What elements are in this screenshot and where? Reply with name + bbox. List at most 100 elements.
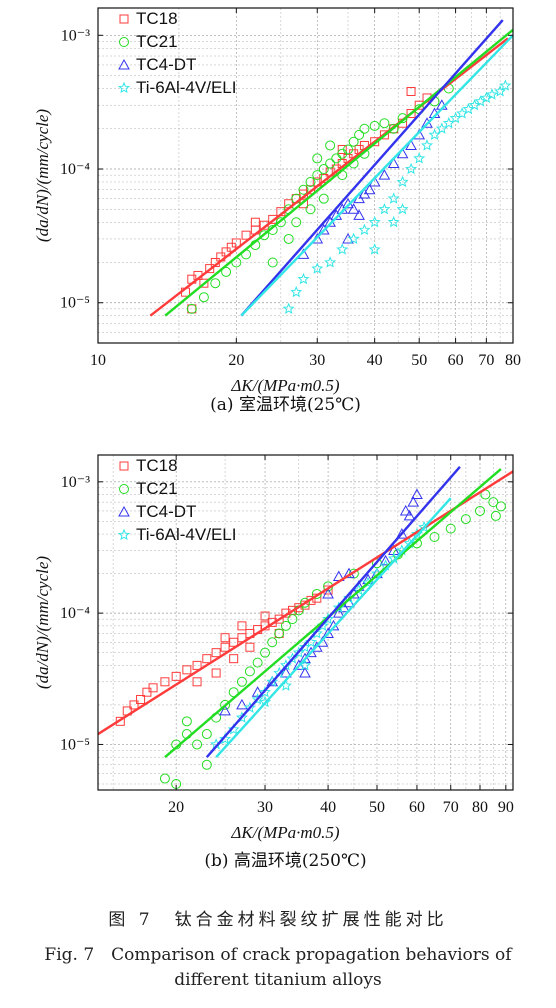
data-point (192, 739, 203, 750)
data-point (136, 694, 146, 704)
data-point (353, 209, 365, 220)
figure-caption-en-continued: different titanium alloys (174, 970, 382, 990)
data-point (445, 523, 456, 534)
data-point (250, 217, 260, 227)
data-point (299, 597, 310, 608)
data-point (359, 123, 370, 134)
data-point (260, 611, 270, 621)
data-point (252, 657, 263, 668)
legend-marker (119, 14, 129, 24)
data-point (305, 204, 316, 215)
chart-panel-b: 20 30 40 50 60 70 80 90 10⁻⁵ 10⁻⁴ 10⁻³ ΔK/(MPa·m0.5… (33, 454, 514, 871)
data-point (297, 272, 310, 285)
data-point (299, 666, 311, 678)
x-tick-label: 70 (443, 799, 459, 816)
data-point (311, 262, 324, 274)
x-tick-label: 20 (168, 799, 184, 816)
legend-marker (118, 58, 130, 70)
data-point (324, 256, 337, 268)
data-point (474, 505, 485, 516)
data-point (211, 668, 221, 678)
data-point (219, 704, 231, 716)
data-point (407, 496, 420, 507)
fit-line (149, 37, 509, 317)
data-point (229, 654, 239, 664)
data-point (318, 193, 329, 204)
data-point (159, 773, 170, 784)
data-point (318, 164, 329, 175)
data-point (395, 528, 408, 539)
data-point (282, 302, 295, 314)
legend-marker (119, 461, 129, 471)
x-tick-label: 40 (367, 352, 383, 369)
legend-marker (117, 81, 131, 94)
data-point (413, 152, 426, 164)
data-point (280, 620, 291, 631)
x-tick-label: 30 (257, 799, 273, 816)
data-point (220, 633, 230, 643)
plot-area (149, 19, 513, 317)
panel-caption: (b) 高温环境(250℃) (204, 851, 366, 871)
y-tick-label: 10⁻³ (61, 27, 90, 44)
data-point (378, 169, 391, 180)
data-point (387, 192, 400, 204)
data-point (435, 122, 448, 134)
data-point (490, 510, 501, 521)
data-point (325, 158, 336, 169)
data-point (337, 144, 347, 154)
data-point (331, 153, 342, 164)
chart-panel-a: 10 20 30 40 50 60 70 80 10⁻⁵ 10⁻⁴ 10⁻³ ΔK/(MPa·m0.5… (33, 7, 521, 415)
data-point (171, 671, 181, 681)
y-tick-label: 10⁻⁵ (60, 736, 90, 753)
data-point (237, 621, 247, 631)
legend-label: TC21 (136, 479, 178, 498)
fit-line (215, 497, 452, 758)
x-tick-label: 20 (228, 352, 244, 369)
data-point (411, 488, 423, 500)
grid (98, 455, 513, 790)
fit-line (240, 34, 513, 317)
legend-label: Ti-6Al-4V/ELI (136, 78, 236, 97)
legend-label: TC4-DT (136, 55, 196, 74)
data-point (336, 243, 349, 255)
data-point (267, 637, 278, 648)
plot-frame (97, 454, 514, 791)
panel-caption: (a) 室温环境(25℃) (210, 395, 361, 415)
legend-label: TC18 (136, 9, 178, 28)
data-point (354, 129, 365, 140)
data-point (267, 257, 278, 268)
data-point (205, 264, 215, 274)
data-point (201, 729, 212, 740)
data-point (403, 536, 416, 549)
data-point (368, 215, 381, 228)
data-point (387, 215, 400, 228)
legend-label: TC18 (136, 456, 178, 475)
data-point (322, 587, 334, 599)
data-point (268, 214, 278, 224)
data-point (305, 176, 316, 187)
data-point (219, 732, 232, 745)
data-point (485, 88, 498, 100)
y-tick-label: 10⁻⁴ (60, 161, 90, 178)
data-point (236, 676, 247, 687)
data-point (251, 686, 264, 697)
x-axis-label: ΔK/(MPa·m0.5) (230, 823, 340, 842)
data-point (220, 699, 231, 710)
data-point (322, 612, 335, 625)
data-point (494, 85, 507, 97)
x-tick-label: 60 (448, 352, 464, 369)
data-point (325, 140, 336, 151)
legend-label: Ti-6Al-4V/ELI (136, 525, 236, 544)
data-point (310, 627, 323, 639)
legend-marker (119, 37, 129, 47)
data-point (332, 607, 345, 618)
data-point (299, 652, 311, 664)
data-point (298, 184, 309, 195)
data-point (266, 675, 279, 687)
data-point (378, 202, 391, 215)
data-point (363, 183, 376, 195)
x-tick-label: 50 (411, 352, 427, 369)
data-point (283, 233, 294, 244)
data-point (499, 79, 512, 91)
